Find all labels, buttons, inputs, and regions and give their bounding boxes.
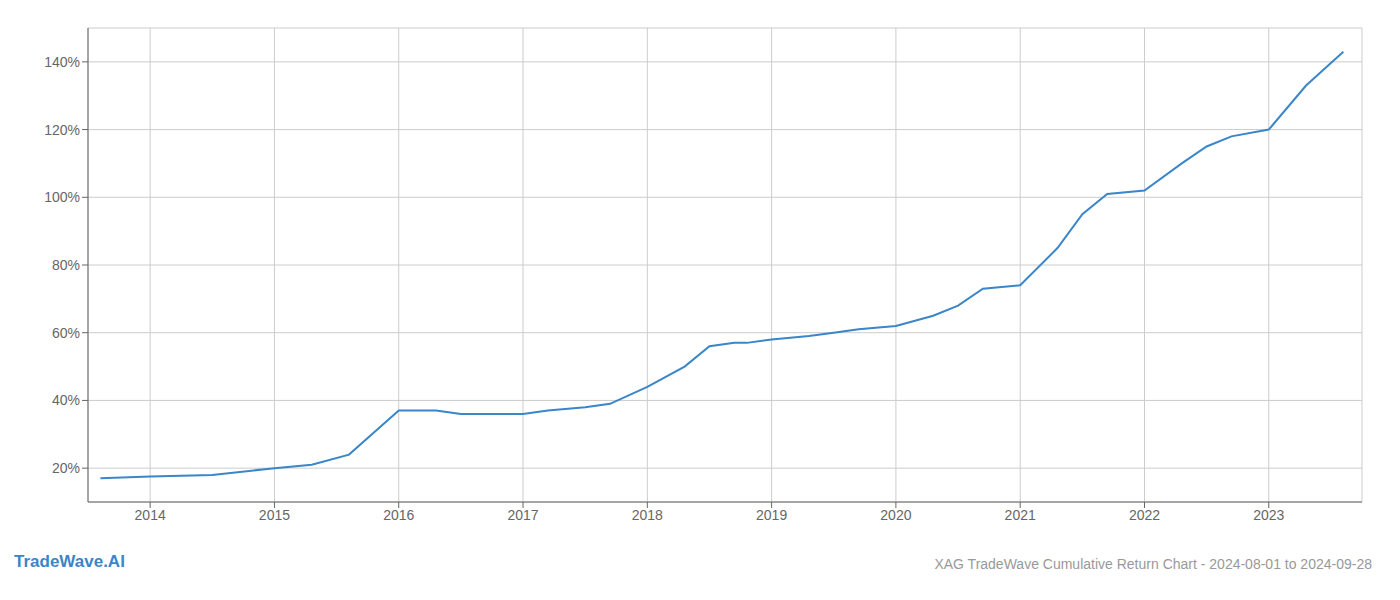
svg-text:100%: 100% [44, 189, 80, 205]
svg-text:2021: 2021 [1005, 507, 1036, 523]
svg-text:2017: 2017 [507, 507, 538, 523]
svg-text:2022: 2022 [1129, 507, 1160, 523]
svg-text:2016: 2016 [383, 507, 414, 523]
svg-text:120%: 120% [44, 122, 80, 138]
svg-text:140%: 140% [44, 54, 80, 70]
svg-text:2019: 2019 [756, 507, 787, 523]
svg-text:40%: 40% [52, 392, 80, 408]
svg-text:80%: 80% [52, 257, 80, 273]
svg-text:2015: 2015 [259, 507, 290, 523]
svg-text:2020: 2020 [880, 507, 911, 523]
svg-text:20%: 20% [52, 460, 80, 476]
html-text:XAG TradeWave Cumulative Retur: XAG TradeWave Cumulative Return Chart - … [934, 556, 1372, 572]
html-text:TradeWave.AI: TradeWave.AI [14, 552, 125, 571]
svg-text:60%: 60% [52, 325, 80, 341]
svg-text:2014: 2014 [135, 507, 166, 523]
svg-text:2018: 2018 [632, 507, 663, 523]
svg-text:2023: 2023 [1253, 507, 1284, 523]
